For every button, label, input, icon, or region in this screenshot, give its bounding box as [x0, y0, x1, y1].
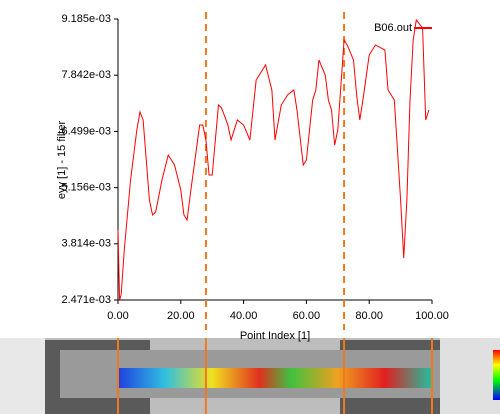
y-tick-label: 7.842e-03 — [61, 69, 111, 81]
x-tick-label: 100.00 — [415, 310, 449, 322]
x-tick-label: 60.00 — [293, 310, 321, 322]
y-tick-label: 3.814e-03 — [61, 238, 111, 250]
x-tick-label: 80.00 — [355, 310, 383, 322]
x-tick-label: 20.00 — [167, 310, 195, 322]
x-axis-label: Point Index [1] — [240, 330, 310, 342]
y-axis-label: eyy [1] - 15 filter — [56, 121, 68, 200]
legend-label: B06.out — [374, 22, 412, 34]
specimen-image — [0, 338, 500, 414]
x-tick-label: 0.00 — [107, 310, 128, 322]
y-tick-label: 2.471e-03 — [61, 294, 111, 306]
data-line — [117, 18, 430, 301]
y-tick-label: 6.499e-03 — [61, 125, 111, 137]
y-tick-label: 9.185e-03 — [61, 13, 111, 25]
y-tick-label: 5.156e-03 — [61, 182, 111, 194]
x-tick-label: 40.00 — [230, 310, 258, 322]
